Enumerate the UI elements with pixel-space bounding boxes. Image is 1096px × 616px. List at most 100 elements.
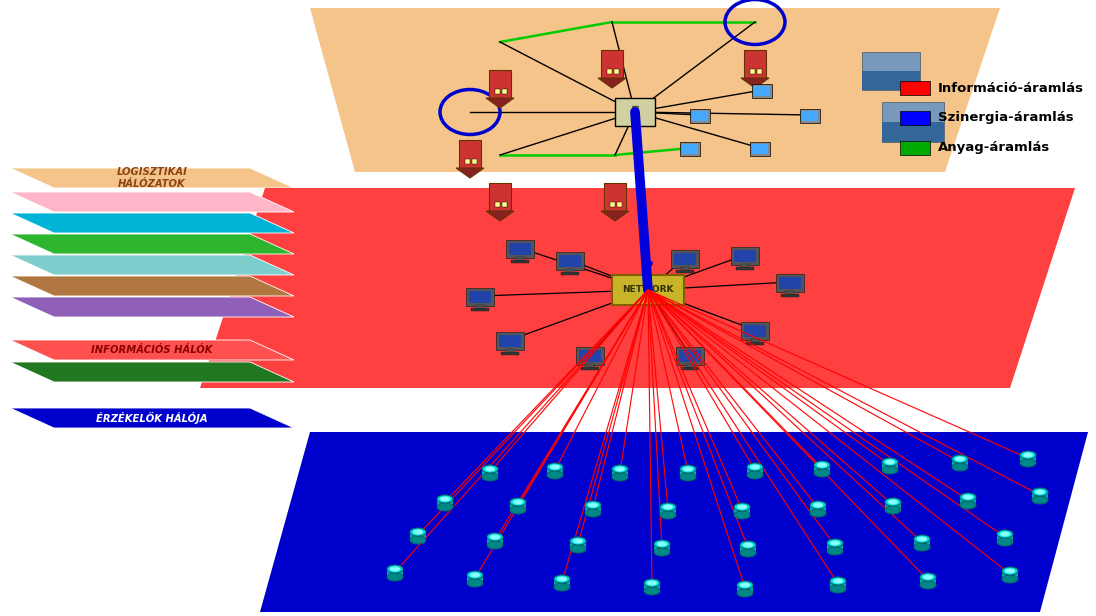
Bar [561,272,579,275]
Ellipse shape [612,473,628,481]
Ellipse shape [952,463,968,471]
Text: Információ-áramlás: Információ-áramlás [938,81,1084,94]
Ellipse shape [570,545,586,553]
Ellipse shape [740,541,756,549]
Ellipse shape [550,464,560,469]
Bar [960,497,977,505]
Ellipse shape [920,581,936,589]
Ellipse shape [830,577,846,585]
Bar [830,581,846,589]
Ellipse shape [482,473,498,481]
Ellipse shape [1002,575,1018,583]
Ellipse shape [644,579,660,587]
Ellipse shape [654,540,670,548]
Ellipse shape [955,456,964,461]
Ellipse shape [914,535,931,543]
Bar [747,467,763,475]
Ellipse shape [547,471,563,479]
Ellipse shape [490,535,500,540]
Ellipse shape [615,466,625,471]
Bar [459,140,481,168]
Ellipse shape [467,579,483,587]
Bar [466,288,494,306]
Bar [750,69,755,74]
Ellipse shape [680,473,696,481]
Bar [741,264,749,269]
Ellipse shape [387,565,403,573]
Bar [501,352,520,355]
Ellipse shape [737,581,753,589]
Ellipse shape [963,495,973,500]
Ellipse shape [1005,569,1015,573]
Ellipse shape [587,503,598,508]
Bar [506,240,534,258]
Bar [900,111,931,125]
Ellipse shape [810,509,826,517]
Ellipse shape [827,547,843,555]
Bar [496,332,524,350]
Bar [686,364,694,369]
Ellipse shape [585,509,601,517]
Ellipse shape [830,540,840,546]
Bar [674,253,696,265]
Bar [506,349,514,354]
Ellipse shape [814,469,830,477]
Ellipse shape [487,541,503,549]
Polygon shape [598,78,626,88]
Ellipse shape [734,511,750,519]
Ellipse shape [1035,490,1044,495]
Ellipse shape [553,575,570,583]
Bar [471,308,489,311]
Bar [604,183,626,211]
Ellipse shape [557,577,567,582]
Ellipse shape [683,466,693,471]
Ellipse shape [660,503,676,511]
Ellipse shape [882,458,898,466]
Bar [741,322,769,340]
Bar [776,274,804,292]
Bar [612,469,628,477]
Bar [750,142,770,156]
Bar [476,305,484,310]
Ellipse shape [413,530,423,535]
Ellipse shape [920,573,936,581]
Polygon shape [10,255,294,275]
Ellipse shape [884,498,901,506]
Bar [751,339,760,344]
Bar [997,534,1013,542]
Ellipse shape [1002,567,1018,575]
Bar [882,462,898,470]
Ellipse shape [660,511,676,519]
Polygon shape [10,362,294,382]
Ellipse shape [750,464,760,469]
Ellipse shape [513,500,523,505]
Bar [1032,492,1048,500]
Text: ╔╗
╚╝: ╔╗ ╚╝ [630,102,640,122]
Ellipse shape [510,498,526,506]
Ellipse shape [510,506,526,514]
Bar [586,364,594,369]
Bar [566,269,574,274]
Bar [734,250,756,262]
Ellipse shape [647,580,657,585]
Polygon shape [10,276,294,296]
Bar [781,294,799,297]
Bar [654,544,670,552]
Bar [746,342,764,345]
Bar [882,122,944,142]
Ellipse shape [888,500,898,505]
Bar [827,543,843,551]
Bar [744,50,766,78]
Ellipse shape [553,583,570,591]
Bar [920,577,936,585]
Ellipse shape [813,503,823,508]
Ellipse shape [486,466,495,471]
Bar [737,585,753,593]
Bar [882,102,944,142]
Ellipse shape [737,589,753,597]
Bar [487,537,503,545]
Ellipse shape [814,461,830,469]
Bar [690,109,710,123]
Polygon shape [10,192,294,212]
Bar [437,499,453,507]
